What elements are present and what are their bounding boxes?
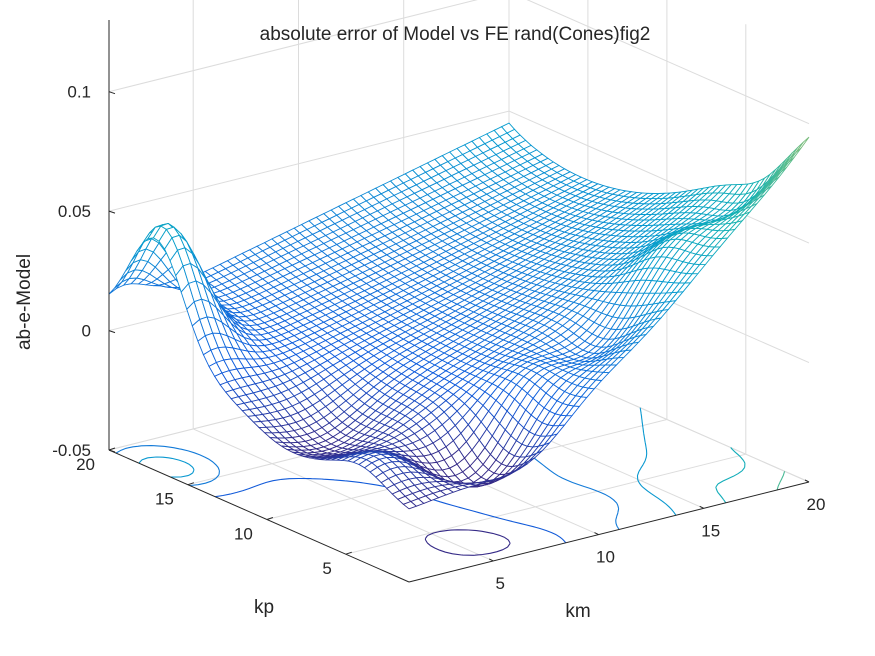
- z-tick-mark: [108, 330, 116, 334]
- y-tick-label: 5: [322, 559, 331, 578]
- y-tick-mark: [266, 517, 274, 520]
- x-tick-mark: [699, 505, 704, 509]
- floor-grid-line-km: [192, 428, 494, 562]
- z-tick-label: 0: [82, 322, 91, 341]
- side-wall-grid-line-z: [508, 110, 810, 244]
- y-tick-mark: [108, 447, 116, 451]
- x-tick-mark: [488, 558, 494, 562]
- y-tick-mark: [345, 551, 352, 555]
- axes: [108, 20, 810, 583]
- contour-line: [715, 447, 746, 504]
- y-tick-label: 15: [155, 490, 174, 509]
- x-tick-mark: [804, 479, 810, 483]
- y-axis-line: [108, 449, 410, 583]
- z-tick-label: 0.05: [58, 202, 91, 221]
- x-tick-label: 10: [596, 548, 615, 567]
- x-tick-label: 15: [701, 521, 720, 540]
- y-tick-label: 10: [234, 525, 253, 544]
- chart-title: absolute error of Model vs FE rand(Cones…: [260, 24, 651, 45]
- mesh-cell: [795, 136, 810, 153]
- back-wall-grid-line-z: [108, 0, 478, 93]
- x-tick-label: 5: [495, 574, 504, 593]
- contour-line: [776, 471, 786, 491]
- contour-line: [424, 529, 511, 556]
- y-tick-mark: [187, 482, 195, 486]
- z-tick-mark: [108, 210, 116, 214]
- surface-mesh: [108, 122, 810, 510]
- x-axis-line: [408, 481, 810, 583]
- z-tick-mark: [108, 91, 116, 95]
- x-axis-label: km: [565, 601, 590, 622]
- back-wall-grid-line-z: [108, 110, 510, 212]
- x-tick-label: 20: [807, 495, 826, 514]
- z-tick-label: -0.05: [52, 441, 91, 460]
- y-axis-label: kp: [254, 597, 274, 618]
- x-tick-mark: [594, 532, 599, 536]
- side-wall-grid-line-z: [526, 0, 810, 125]
- z-axis-label: ab-e-Model: [14, 254, 35, 350]
- z-tick-label: 0.1: [67, 83, 91, 102]
- z-tick-mark: [108, 449, 116, 453]
- floor-grid-line-kp: [345, 453, 746, 555]
- y-tick-label: 20: [76, 455, 95, 474]
